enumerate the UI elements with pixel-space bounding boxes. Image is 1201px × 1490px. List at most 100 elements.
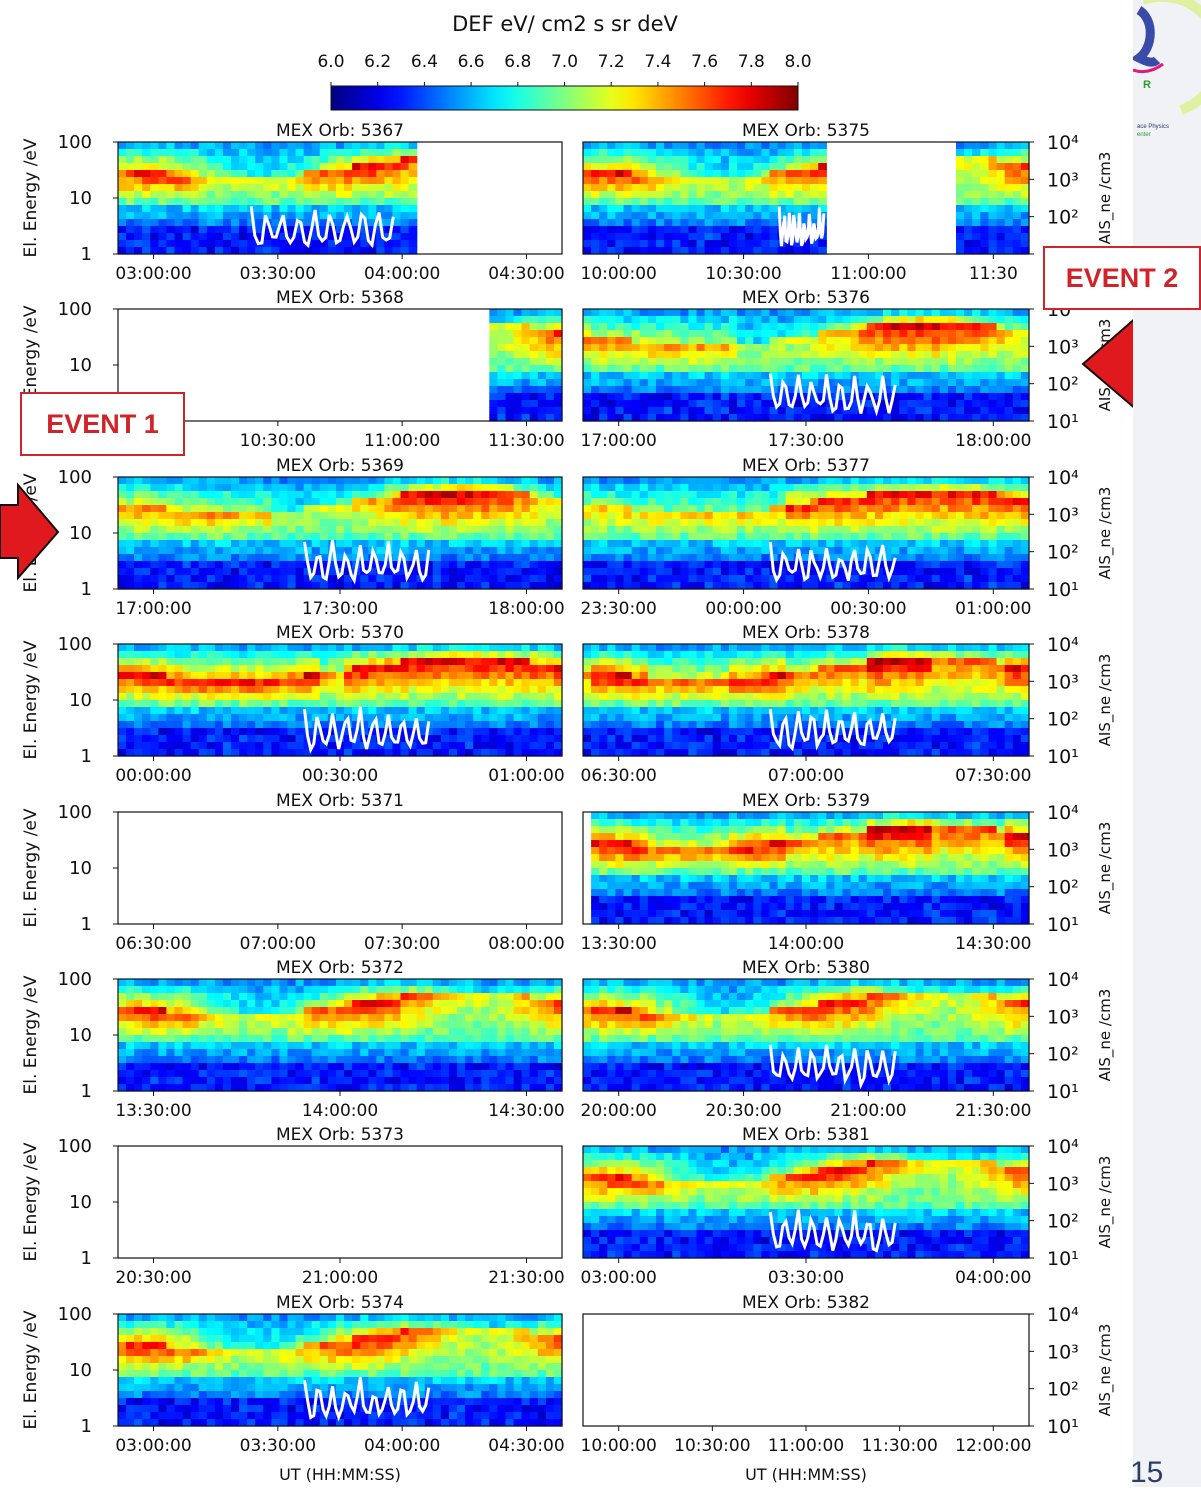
panel-4-cell [538, 505, 547, 513]
panel-3-cell [745, 372, 754, 380]
panel-5-cell [1013, 533, 1022, 541]
panel-4-cell [384, 519, 393, 527]
panel-3-cell [997, 358, 1006, 366]
colorbar-tick-label-2: 6.4 [411, 52, 438, 72]
panel-6-cell [449, 714, 458, 722]
panel-6-cell [376, 707, 385, 715]
panel-6-cell [368, 693, 377, 701]
panel-4-cell [280, 505, 289, 513]
panel-0-cell [360, 142, 369, 150]
panel-5-cell [778, 484, 787, 492]
panel-5-cell [753, 477, 762, 485]
panel-0-cell [320, 212, 329, 220]
panel-3-cell [705, 309, 714, 317]
panel-5-cell [907, 561, 916, 569]
panel-4-cell [271, 575, 280, 583]
panel-3-cell [932, 316, 941, 324]
panel-6-cell [401, 707, 410, 715]
panel-3-cell [916, 386, 925, 394]
panel-3-cell [729, 372, 738, 380]
panel-4-cell [296, 498, 305, 506]
panel-3-cell [875, 316, 884, 324]
panel-6-cell [296, 742, 305, 750]
panel-5-cell [997, 512, 1006, 520]
panel-4-cell [158, 477, 167, 485]
panel-6-cell [360, 644, 369, 652]
panel-4-ytick-label-1: 10 [69, 523, 92, 544]
panel-5-cell [664, 491, 673, 499]
panel-5-cell [713, 540, 722, 548]
panel-6-cell [150, 665, 159, 673]
panel-4-cell [118, 547, 127, 555]
panel-5-cell [697, 512, 706, 520]
panel-3-xtick-label-1: 17:30:00 [768, 431, 844, 451]
panel-0-cell [215, 191, 224, 199]
panel-3-cell [964, 400, 973, 408]
panel-4-cell [473, 575, 482, 583]
panel-0-cell [401, 156, 410, 164]
panel-3-cell [721, 386, 730, 394]
panel-1-cell [802, 156, 811, 164]
panel-3-cell [713, 330, 722, 338]
panel-5-cell [932, 568, 941, 576]
panel-4-cell [215, 533, 224, 541]
panel-0-cell [118, 198, 127, 206]
panel-1-cell [607, 142, 616, 150]
panel-4-cell [514, 533, 523, 541]
panel-4-cell [522, 547, 531, 555]
panel-4-cell [538, 512, 547, 520]
panel-4-cell [280, 526, 289, 534]
panel-5-cell [632, 519, 641, 527]
panel-0-cell [126, 198, 135, 206]
panel-1-cell [697, 142, 706, 150]
panel-3-cell [591, 316, 600, 324]
panel-3-cell [964, 337, 973, 345]
panel-3-cell [810, 372, 819, 380]
panel-5-cell [964, 526, 973, 534]
panel-3-cell [1021, 337, 1030, 345]
panel-1-cell [745, 163, 754, 171]
panel-6-cell [263, 672, 272, 680]
panel-5-cell [672, 477, 681, 485]
panel-5-cell [648, 526, 657, 534]
panel-3-cell [826, 365, 835, 373]
panel-6-cell [280, 658, 289, 666]
panel-0-cell [142, 226, 151, 234]
panel-1-cell [956, 233, 965, 241]
panel-4-cell [280, 512, 289, 520]
panel-3-cell [786, 379, 795, 387]
panel-5-cell [1021, 519, 1030, 527]
panel-0-cell [134, 219, 143, 227]
panel-6-cell [481, 742, 490, 750]
panel-5-cell [705, 533, 714, 541]
panel-3-cell [810, 365, 819, 373]
panel-4-cell [191, 533, 200, 541]
panel-2-cell [554, 330, 563, 338]
panel-6-cell [522, 644, 531, 652]
panel-3-cell [948, 330, 957, 338]
panel-0-cell [384, 177, 393, 185]
panel-5-cell [721, 547, 730, 555]
panel-5-cell [1005, 505, 1014, 513]
panel-6-cell [231, 721, 240, 729]
panel-1-cell [632, 177, 641, 185]
panel-5-cell [648, 533, 657, 541]
panel-0-cell [247, 198, 256, 206]
panel-1-cell [818, 177, 827, 185]
panel-4-cell [376, 477, 385, 485]
panel-6-cell [142, 686, 151, 694]
panel-3-cell [907, 316, 916, 324]
panel-1-cell [794, 170, 803, 178]
panel-1-cell [583, 191, 592, 199]
panel-1-xtick-label-1: 10:30:00 [705, 264, 781, 284]
panel-5-cell [1013, 575, 1022, 583]
panel-4-cell [126, 477, 135, 485]
panel-4-cell [433, 568, 442, 576]
panel-3-cell [761, 337, 770, 345]
panel-0-cell [142, 240, 151, 248]
panel-2-title: MEX Orb: 5368 [276, 288, 404, 308]
panel-5-cell [1021, 561, 1030, 569]
panel-3-cell [688, 337, 697, 345]
panel-3-cell [997, 344, 1006, 352]
panel-3-cell [721, 316, 730, 324]
